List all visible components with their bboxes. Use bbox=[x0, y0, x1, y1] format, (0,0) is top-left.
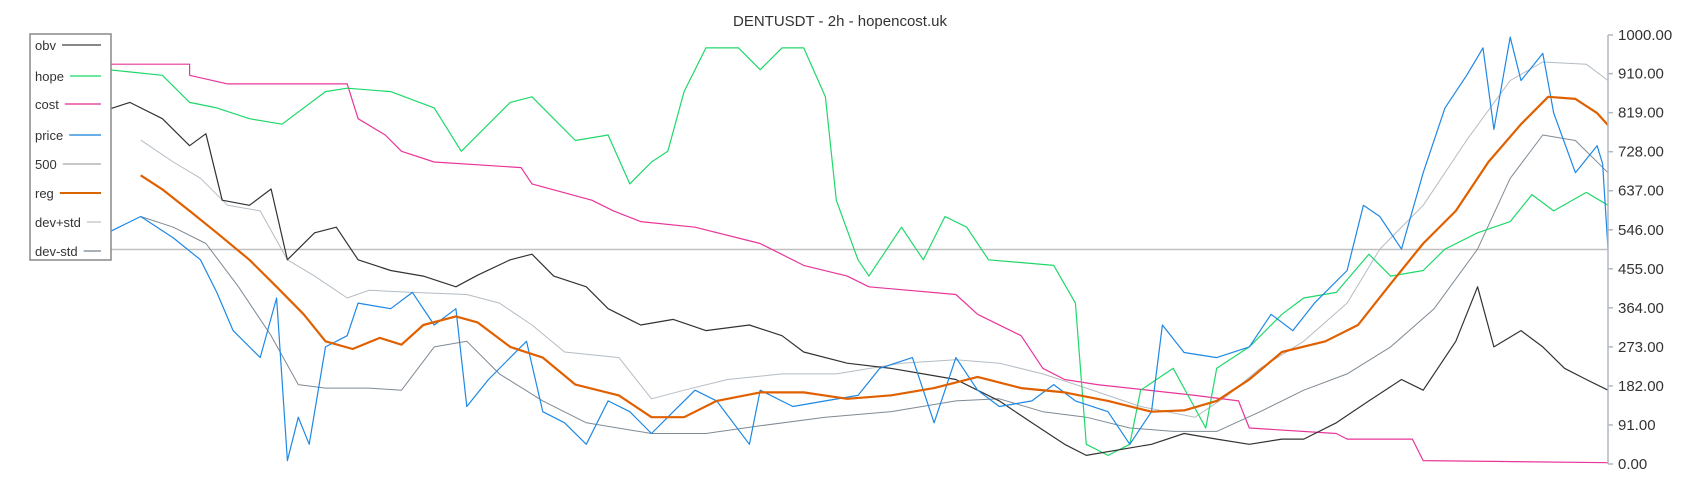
series-obv-line bbox=[31, 101, 1609, 456]
y-tick-label: 819.00 bbox=[1618, 105, 1664, 122]
y-tick-label: 546.00 bbox=[1618, 222, 1664, 239]
y-tick-label: 273.00 bbox=[1618, 339, 1664, 356]
legend: obv hope cost price 500 reg dev+std dev-std bbox=[29, 33, 112, 261]
plot-area bbox=[31, 36, 1609, 464]
legend-label: 500 bbox=[35, 157, 57, 172]
series-devminusstd-line bbox=[140, 134, 1609, 434]
legend-item-obv[interactable]: obv bbox=[35, 38, 101, 53]
legend-label: hope bbox=[35, 69, 64, 84]
legend-item-devminusstd[interactable]: dev-std bbox=[35, 244, 101, 259]
legend-item-reg[interactable]: reg bbox=[35, 186, 101, 201]
y-tick-label: 1000.00 bbox=[1618, 27, 1672, 44]
legend-label: price bbox=[35, 128, 63, 143]
series-price-line bbox=[31, 36, 1609, 462]
legend-label: obv bbox=[35, 38, 56, 53]
y-tick-label: 0.00 bbox=[1618, 456, 1647, 473]
y-tick-label: 910.00 bbox=[1618, 66, 1664, 83]
legend-item-hope[interactable]: hope bbox=[35, 69, 101, 84]
y-tick-label: 728.00 bbox=[1618, 144, 1664, 161]
series-cost-line bbox=[32, 52, 1609, 464]
series-hope-line bbox=[31, 47, 1609, 456]
y-tick-label: 455.00 bbox=[1618, 261, 1664, 278]
legend-item-price[interactable]: price bbox=[35, 128, 101, 143]
y-tick-label: 91.00 bbox=[1618, 417, 1656, 434]
legend-label: reg bbox=[35, 186, 54, 201]
y-tick-label: 637.00 bbox=[1618, 183, 1664, 200]
y-axis: 0.00 91.00 182.00 273.00 364.00 455.00 546.00 6… bbox=[1607, 27, 1672, 473]
legend-item-cost[interactable]: cost bbox=[35, 97, 101, 112]
chart-title: DENTUSDT - 2h - hopencost.uk bbox=[733, 13, 947, 30]
legend-label: dev-std bbox=[35, 244, 78, 259]
legend-item-devplusstd[interactable]: dev+std bbox=[35, 215, 101, 230]
series-reg-line bbox=[140, 95, 1609, 419]
series-devplusstd-line bbox=[140, 61, 1609, 418]
legend-item-500[interactable]: 500 bbox=[35, 157, 101, 172]
y-tick-label: 364.00 bbox=[1618, 300, 1664, 317]
legend-label: cost bbox=[35, 97, 59, 112]
y-tick-label: 182.00 bbox=[1618, 378, 1664, 395]
legend-label: dev+std bbox=[35, 215, 81, 230]
